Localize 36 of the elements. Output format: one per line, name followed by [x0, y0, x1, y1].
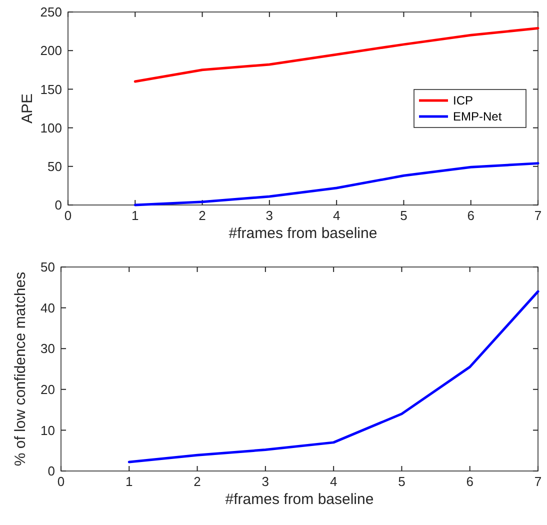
y-tick-label: 50 — [48, 158, 62, 174]
x-axis-title: #frames from baseline — [228, 225, 378, 242]
x-tick-label: 3 — [266, 208, 274, 223]
x-tick-label: 4 — [332, 208, 340, 223]
x-tick-label: 6 — [466, 474, 474, 489]
y-tick-label: 100 — [40, 120, 62, 136]
x-tick-label: 0 — [64, 208, 72, 223]
y-tick-label: 150 — [40, 82, 62, 97]
y-tick-label: 20 — [40, 382, 55, 397]
x-axis-title: #frames from baseline — [225, 491, 374, 508]
line-series — [134, 162, 540, 206]
y-axis-title: % of low confidence matches — [12, 272, 29, 466]
x-tick-label: 7 — [534, 474, 542, 489]
x-tick-label: 3 — [262, 474, 270, 489]
x-tick-label: 5 — [398, 474, 406, 489]
y-tick-label: 30 — [40, 341, 55, 356]
y-tick-label: 250 — [40, 4, 62, 20]
x-tick-label: 6 — [467, 208, 474, 223]
y-tick-label: 0 — [54, 198, 62, 213]
x-tick-label: 7 — [534, 208, 542, 223]
x-tick-label: 1 — [132, 208, 139, 223]
x-tick-label: 5 — [400, 208, 408, 223]
y-axis-title: APE — [19, 93, 36, 124]
legend-label: EMP-Net — [453, 110, 502, 124]
x-tick-label: 2 — [194, 474, 201, 489]
line-series — [128, 290, 540, 464]
y-tick-label: 0 — [48, 464, 55, 479]
x-tick-label: 4 — [330, 474, 338, 489]
y-tick-label: 200 — [40, 43, 62, 58]
line-series — [134, 26, 540, 83]
legend-label: ICP — [453, 94, 474, 108]
x-tick-label: 1 — [126, 474, 133, 489]
y-tick-label: 10 — [40, 422, 55, 438]
y-tick-label: 40 — [40, 300, 55, 316]
x-tick-label: 2 — [198, 208, 206, 223]
y-tick-label: 50 — [40, 260, 55, 275]
